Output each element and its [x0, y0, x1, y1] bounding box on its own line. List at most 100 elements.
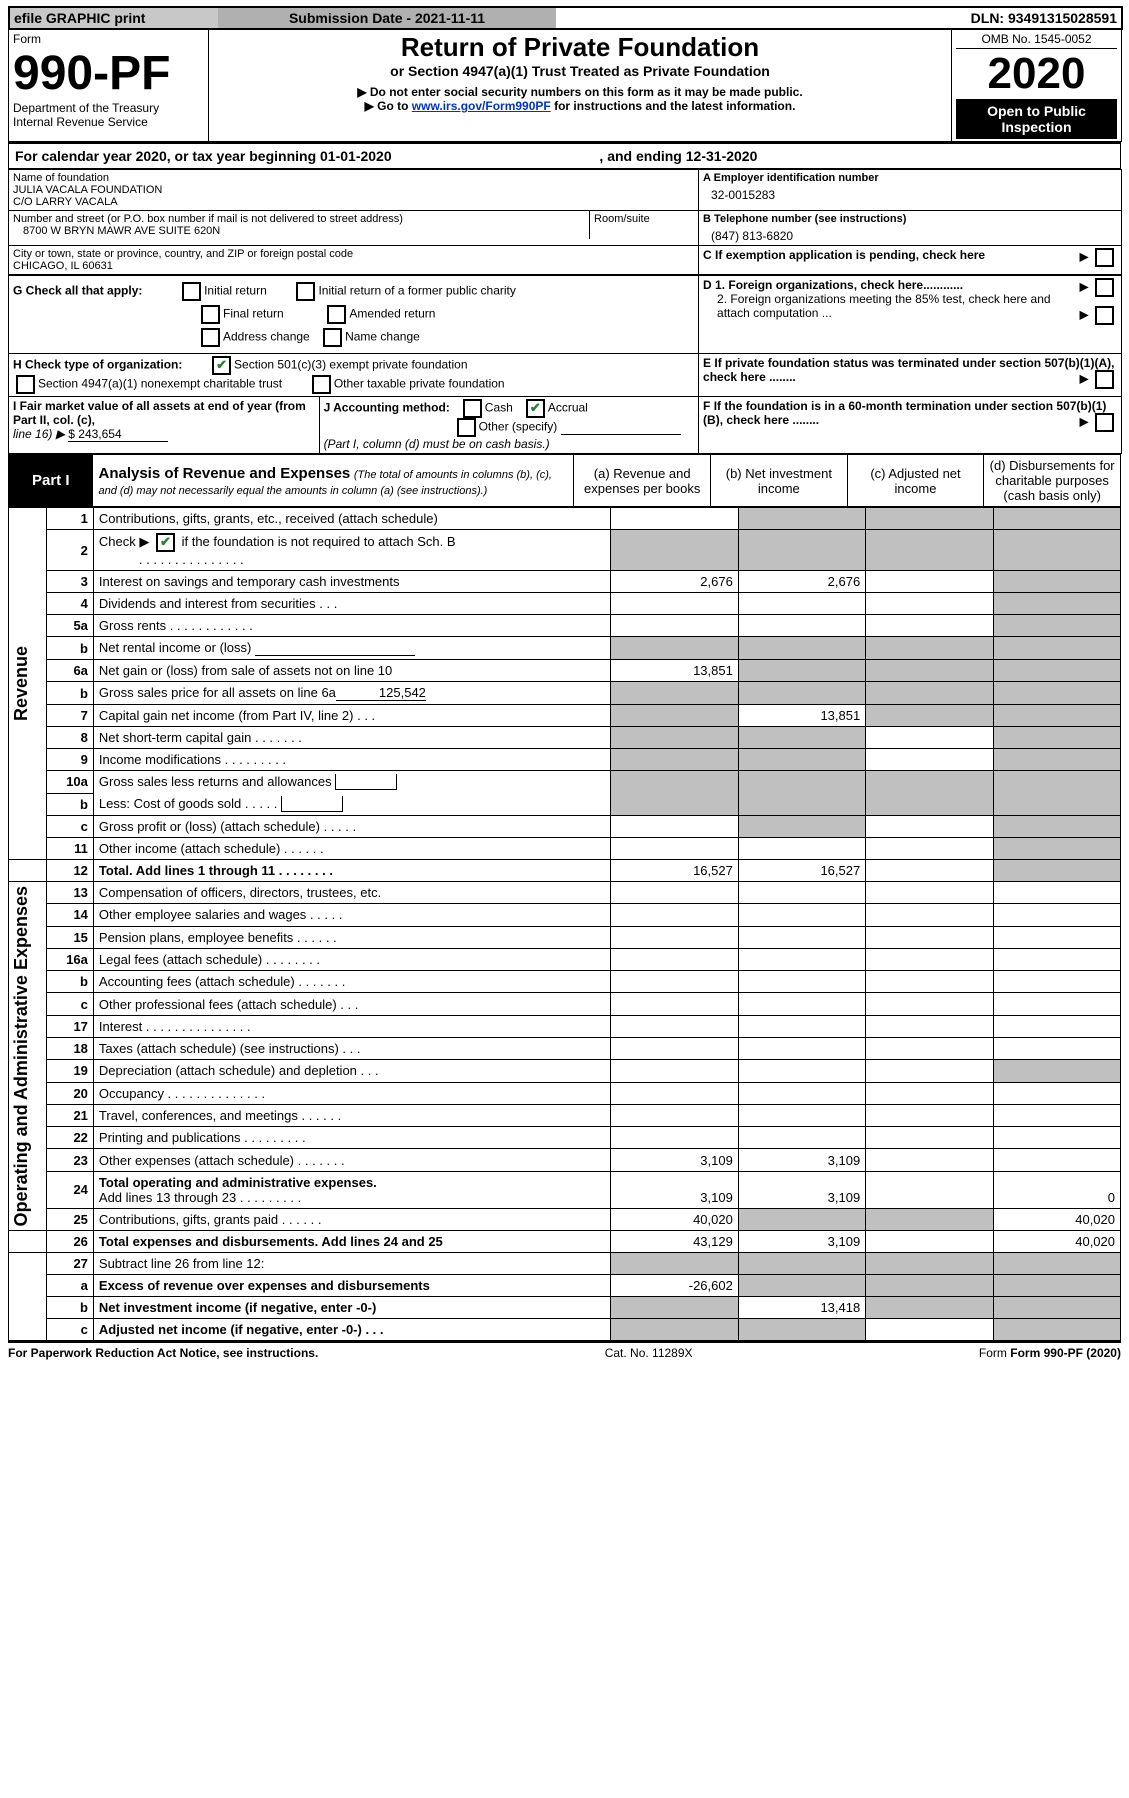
form-note2: ▶ Go to www.irs.gov/Form990PF for instru…: [213, 99, 947, 113]
line-no: 27: [46, 1253, 93, 1275]
j-other-label: Other (specify): [479, 420, 558, 434]
amount-cell: 2,676: [738, 571, 865, 593]
line-desc: Compensation of officers, directors, tru…: [93, 882, 611, 904]
g-address-change-checkbox[interactable]: [201, 328, 220, 347]
j-accrual-label: Accrual: [548, 401, 588, 415]
amount-cell: 2,676: [611, 571, 738, 593]
g-initial-former-checkbox[interactable]: [296, 282, 315, 301]
line-desc: Printing and publications . . . . . . . …: [93, 1127, 611, 1149]
h-4947-checkbox[interactable]: [16, 375, 35, 394]
table-row: 11 Other income (attach schedule) . . . …: [9, 838, 1121, 860]
table-row: 3 Interest on savings and temporary cash…: [9, 571, 1121, 593]
line-desc: Contributions, gifts, grants, etc., rece…: [93, 508, 611, 530]
h-other-checkbox[interactable]: [312, 375, 331, 394]
col-c-header: (c) Adjusted net income: [847, 455, 984, 507]
g-address-label: Address change: [223, 330, 310, 344]
j-cash-label: Cash: [485, 401, 513, 415]
amount-cell: 43,129: [611, 1231, 738, 1253]
table-row: 5a Gross rents . . . . . . . . . . . .: [9, 615, 1121, 637]
d2-checkbox[interactable]: [1095, 306, 1114, 325]
line-desc: Net rental income or (loss): [93, 637, 611, 660]
table-row: 22Printing and publications . . . . . . …: [9, 1127, 1121, 1149]
city-label: City or town, state or province, country…: [13, 248, 694, 260]
form-word: Form: [13, 32, 204, 46]
line-no: 13: [46, 882, 93, 904]
l10b-desc: Less: Cost of goods sold . . . . .: [99, 796, 277, 811]
col-a-header: (a) Revenue and expenses per books: [574, 455, 711, 507]
line-desc: Occupancy . . . . . . . . . . . . . .: [93, 1082, 611, 1104]
g-final-return-checkbox[interactable]: [201, 305, 220, 324]
j-other-checkbox[interactable]: [457, 418, 476, 437]
line-desc: Capital gain net income (from Part IV, l…: [93, 705, 611, 727]
line-desc: Travel, conferences, and meetings . . . …: [93, 1104, 611, 1126]
d2-label: 2. Foreign organizations meeting the 85%…: [717, 292, 1051, 320]
h-501c3-label: Section 501(c)(3) exempt private foundat…: [234, 358, 467, 372]
efile-label[interactable]: efile GRAPHIC print: [9, 7, 218, 29]
c-checkbox[interactable]: [1095, 248, 1114, 267]
l10a-desc: Gross sales less returns and allowances: [99, 774, 332, 789]
h-label: H Check type of organization:: [13, 358, 182, 372]
table-row: cOther professional fees (attach schedul…: [9, 993, 1121, 1015]
line-no: 19: [46, 1060, 93, 1082]
foundation-name2: C/O LARRY VACALA: [13, 196, 694, 208]
line-desc: Excess of revenue over expenses and disb…: [93, 1275, 611, 1297]
line-desc: Total. Add lines 1 through 11 . . . . . …: [93, 860, 611, 882]
line-desc: Dividends and interest from securities .…: [93, 593, 611, 615]
g-initial-label: Initial return: [204, 284, 267, 298]
line-no: b: [46, 793, 93, 816]
l2-post: if the foundation is not required to att…: [178, 534, 456, 549]
table-row: Operating and Administrative Expenses 13…: [9, 882, 1121, 904]
g-amended-return-checkbox[interactable]: [327, 305, 346, 324]
line-no: 25: [46, 1209, 93, 1231]
line-no: 21: [46, 1104, 93, 1126]
line-no: 5a: [46, 615, 93, 637]
h-501c3-checkbox[interactable]: [212, 356, 231, 375]
g-initial-return-checkbox[interactable]: [182, 282, 201, 301]
street-value: 8700 W BRYN MAWR AVE SUITE 620N: [13, 225, 585, 237]
name-of-foundation-label: Name of foundation: [13, 172, 694, 184]
part1-label: Part I: [9, 455, 93, 507]
line-desc: Taxes (attach schedule) (see instruction…: [93, 1037, 611, 1059]
table-row: 7 Capital gain net income (from Part IV,…: [9, 705, 1121, 727]
calendar-year-line: For calendar year 2020, or tax year begi…: [8, 142, 1121, 169]
line-no: 15: [46, 926, 93, 948]
treasury-dept: Department of the Treasury: [13, 101, 204, 115]
j-cash-checkbox[interactable]: [463, 399, 482, 418]
line-no: 22: [46, 1127, 93, 1149]
submission-date: Submission Date - 2021-11-11: [218, 7, 556, 29]
e-label: E If private foundation status was termi…: [703, 356, 1114, 384]
amount-cell: 3,109: [611, 1149, 738, 1171]
foundation-name1: JULIA VACALA FOUNDATION: [13, 184, 694, 196]
line-no: 20: [46, 1082, 93, 1104]
f-checkbox[interactable]: [1095, 413, 1114, 432]
phone-value: (847) 813-6820: [703, 225, 1117, 243]
g-label: G Check all that apply:: [13, 284, 142, 298]
amount-cell: 0: [993, 1171, 1120, 1208]
room-suite-label: Room/suite: [590, 211, 699, 239]
table-row: 23 Other expenses (attach schedule) . . …: [9, 1149, 1121, 1171]
line-desc: Subtract line 26 from line 12:: [93, 1253, 611, 1275]
line-no: 24: [46, 1171, 93, 1208]
line-desc: Net short-term capital gain . . . . . . …: [93, 727, 611, 749]
table-row: 15Pension plans, employee benefits . . .…: [9, 926, 1121, 948]
table-row: 18Taxes (attach schedule) (see instructi…: [9, 1037, 1121, 1059]
form-header: Form 990-PF Department of the Treasury I…: [8, 30, 1122, 142]
line-desc: Gross profit or (loss) (attach schedule)…: [93, 816, 611, 838]
table-row: c Adjusted net income (if negative, ente…: [9, 1319, 1121, 1341]
g-line2: Final return Amended return: [13, 305, 694, 328]
line-desc: Total expenses and disbursements. Add li…: [93, 1231, 611, 1253]
line-desc: Interest . . . . . . . . . . . . . . .: [93, 1015, 611, 1037]
line-desc: Other employee salaries and wages . . . …: [93, 904, 611, 926]
d1-checkbox[interactable]: [1095, 278, 1114, 297]
g-name-change-checkbox[interactable]: [323, 328, 342, 347]
j-accrual-checkbox[interactable]: [526, 399, 545, 418]
schb-not-required-checkbox[interactable]: [156, 533, 175, 552]
amount-cell: 3,109: [738, 1231, 865, 1253]
e-checkbox[interactable]: [1095, 370, 1114, 389]
g-check-all: G Check all that apply: Initial return I…: [13, 278, 694, 305]
table-row: 9 Income modifications . . . . . . . . .: [9, 749, 1121, 771]
form990pf-link[interactable]: www.irs.gov/Form990PF: [412, 99, 551, 113]
table-row: 12 Total. Add lines 1 through 11 . . . .…: [9, 860, 1121, 882]
table-row: c Gross profit or (loss) (attach schedul…: [9, 816, 1121, 838]
form-title: Return of Private Foundation: [213, 32, 947, 63]
